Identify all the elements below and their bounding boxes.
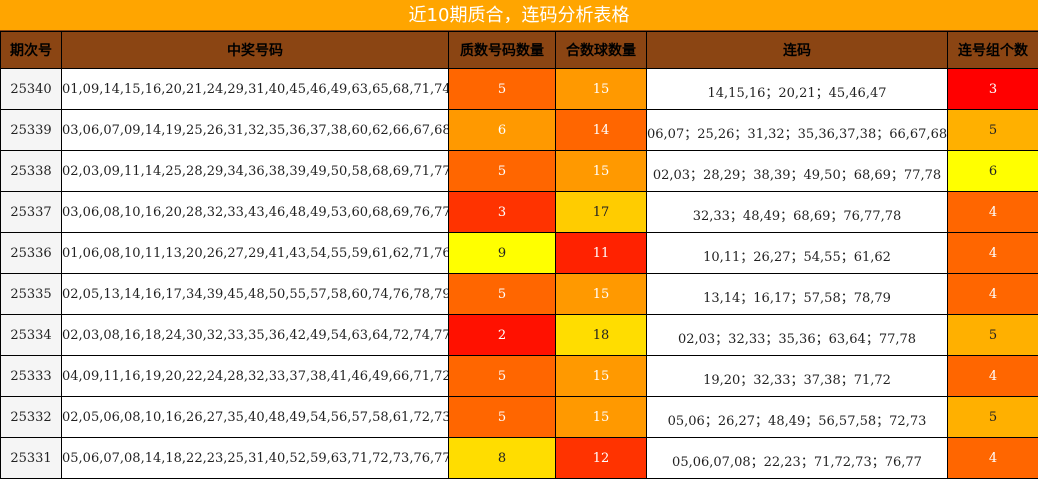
- group-count-cell: 4: [948, 438, 1038, 479]
- numbers-cell: 02,03,08,16,18,24,30,32,33,35,36,42,49,5…: [62, 315, 449, 356]
- prime-count-cell: 5: [449, 151, 556, 192]
- period-cell: 25340: [1, 69, 62, 110]
- consecutive-cell: 02,03；28,29；38,39；49,50；68,69；77,78: [647, 151, 948, 192]
- group-count-cell: 5: [948, 315, 1038, 356]
- header-group-count: 连号组个数: [948, 32, 1038, 69]
- header-numbers: 中奖号码: [62, 32, 449, 69]
- group-count-cell: 6: [948, 151, 1038, 192]
- composite-count-cell: 15: [556, 274, 647, 315]
- period-cell: 25338: [1, 151, 62, 192]
- period-cell: 25339: [1, 110, 62, 151]
- period-cell: 25336: [1, 233, 62, 274]
- prime-count-cell: 5: [449, 356, 556, 397]
- prime-count-cell: 5: [449, 69, 556, 110]
- period-cell: 25333: [1, 356, 62, 397]
- prime-count-cell: 9: [449, 233, 556, 274]
- prime-count-cell: 5: [449, 274, 556, 315]
- consecutive-cell: 14,15,16；20,21；45,46,47: [647, 69, 948, 110]
- consecutive-cell: 05,06,07,08；22,23；71,72,73；76,77: [647, 438, 948, 479]
- numbers-cell: 05,06,07,08,14,18,22,23,25,31,40,52,59,6…: [62, 438, 449, 479]
- group-count-cell: 5: [948, 397, 1038, 438]
- composite-count-cell: 15: [556, 69, 647, 110]
- numbers-cell: 02,05,06,08,10,16,26,27,35,40,48,49,54,5…: [62, 397, 449, 438]
- header-composite-count: 合数球数量: [556, 32, 647, 69]
- composite-count-cell: 12: [556, 438, 647, 479]
- composite-count-cell: 14: [556, 110, 647, 151]
- consecutive-cell: 13,14；16,17；57,58；78,79: [647, 274, 948, 315]
- table-title: 近10期质合，连码分析表格: [0, 0, 1038, 31]
- consecutive-cell: 32,33；48,49；68,69；76,77,78: [647, 192, 948, 233]
- prime-count-cell: 8: [449, 438, 556, 479]
- prime-count-cell: 6: [449, 110, 556, 151]
- composite-count-cell: 11: [556, 233, 647, 274]
- prime-count-cell: 3: [449, 192, 556, 233]
- composite-count-cell: 18: [556, 315, 647, 356]
- numbers-cell: 03,06,08,10,16,20,28,32,33,43,46,48,49,5…: [62, 192, 449, 233]
- prime-count-cell: 2: [449, 315, 556, 356]
- consecutive-cell: 19,20；32,33；37,38；71,72: [647, 356, 948, 397]
- composite-count-cell: 15: [556, 151, 647, 192]
- header-row: 期次号 中奖号码 质数号码数量 合数球数量 连码 连号组个数: [1, 32, 1038, 69]
- numbers-cell: 02,05,13,14,16,17,34,39,45,48,50,55,57,5…: [62, 274, 449, 315]
- consecutive-cell: 10,11；26,27；54,55；61,62: [647, 233, 948, 274]
- numbers-cell: 01,09,14,15,16,20,21,24,29,31,40,45,46,4…: [62, 69, 449, 110]
- consecutive-cell: 06,07；25,26；31,32；35,36,37,38；66,67,68: [647, 110, 948, 151]
- composite-count-cell: 15: [556, 356, 647, 397]
- period-cell: 25332: [1, 397, 62, 438]
- composite-count-cell: 17: [556, 192, 647, 233]
- group-count-cell: 4: [948, 192, 1038, 233]
- consecutive-cell: 05,06；26,27；48,49；56,57,58；72,73: [647, 397, 948, 438]
- numbers-cell: 03,06,07,09,14,19,25,26,31,32,35,36,37,3…: [62, 110, 449, 151]
- group-count-cell: 5: [948, 110, 1038, 151]
- header-consecutive: 连码: [647, 32, 948, 69]
- period-cell: 25337: [1, 192, 62, 233]
- numbers-cell: 04,09,11,16,19,20,22,24,28,32,33,37,38,4…: [62, 356, 449, 397]
- header-period: 期次号: [1, 32, 62, 69]
- period-cell: 25331: [1, 438, 62, 479]
- period-cell: 25335: [1, 274, 62, 315]
- group-count-cell: 4: [948, 233, 1038, 274]
- numbers-cell: 02,03,09,11,14,25,28,29,34,36,38,39,49,5…: [62, 151, 449, 192]
- group-count-cell: 4: [948, 274, 1038, 315]
- group-count-cell: 4: [948, 356, 1038, 397]
- header-prime-count: 质数号码数量: [449, 32, 556, 69]
- period-cell: 25334: [1, 315, 62, 356]
- consecutive-cell: 02,03；32,33；35,36；63,64；77,78: [647, 315, 948, 356]
- composite-count-cell: 15: [556, 397, 647, 438]
- numbers-cell: 01,06,08,10,11,13,20,26,27,29,41,43,54,5…: [62, 233, 449, 274]
- prime-count-cell: 5: [449, 397, 556, 438]
- group-count-cell: 3: [948, 69, 1038, 110]
